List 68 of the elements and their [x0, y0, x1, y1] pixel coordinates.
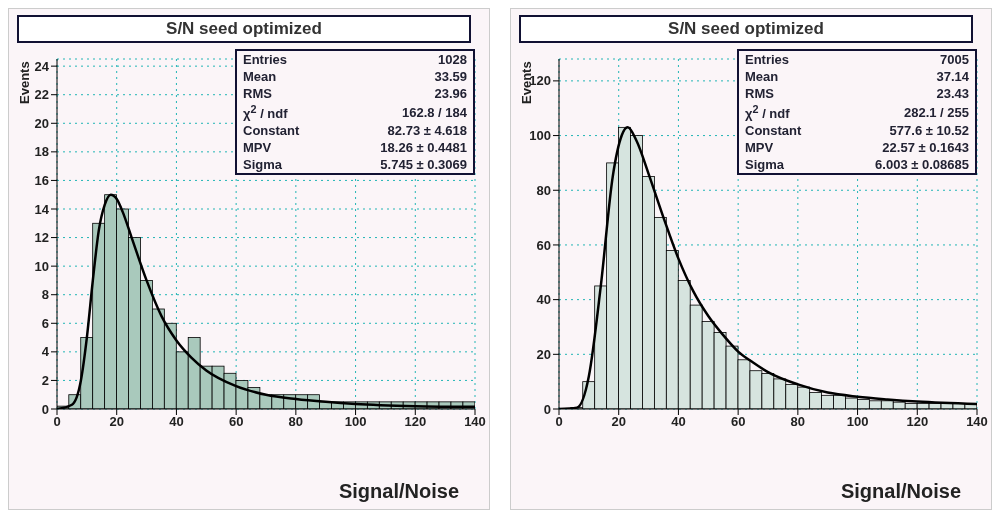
y-tick-label: 60	[536, 237, 551, 253]
x-tick-label: 0	[555, 414, 563, 430]
y-tick-label: 12	[34, 230, 49, 246]
x-tick-label: 80	[288, 414, 304, 430]
annotation: Mean	[242, 68, 278, 85]
y-tick-label: 22	[34, 87, 49, 103]
annotation: 1028	[437, 51, 468, 68]
x-tick-label: 100	[344, 414, 367, 430]
x-axis-title: Signal/Noise	[840, 480, 961, 503]
annotation: Mean	[744, 68, 780, 85]
annotation: 7005	[939, 51, 970, 68]
chart-title: S/N seed optimized	[519, 15, 973, 43]
y-tick-label: 6	[41, 315, 49, 331]
annotation: 33.59	[433, 68, 468, 85]
annotation: 18.26 ± 0.4481	[379, 139, 468, 157]
annotation: MPV	[744, 139, 775, 157]
y-tick-label: 100	[529, 128, 551, 144]
y-tick-label: 8	[41, 287, 49, 303]
annotation: χ$^{2}$ / ndf	[744, 102, 791, 123]
y-tick-label: 14	[34, 201, 50, 217]
y-tick-label: 0	[41, 401, 49, 417]
x-tick-label: 120	[906, 414, 929, 430]
y-tick-label: 4	[41, 344, 50, 360]
annotation: 23.96	[433, 85, 468, 102]
annotation: MPV	[242, 139, 273, 157]
annotation: 37.14	[935, 68, 970, 85]
x-tick-label: 140	[966, 414, 988, 430]
x-tick-label: 100	[846, 414, 869, 430]
x-tick-label: 40	[169, 414, 184, 430]
x-tick-label: 140	[464, 414, 486, 430]
x-tick-label: 40	[671, 414, 686, 430]
y-tick-label: 24	[34, 58, 50, 74]
y-tick-label: 80	[536, 182, 551, 198]
x-tick-label: 80	[790, 414, 806, 430]
x-axis-title: Signal/Noise	[338, 480, 459, 503]
x-tick-label: 60	[730, 414, 746, 430]
annotation: RMS	[242, 85, 273, 102]
annotation: Sigma	[242, 156, 283, 175]
annotation: 577.6 ± 10.52	[888, 122, 970, 140]
y-tick-label: 16	[34, 173, 49, 189]
annotation: Entries	[744, 51, 791, 68]
x-tick-label: 0	[53, 414, 61, 430]
annotation: 82.73 ± 4.618	[386, 122, 468, 140]
x-tick-label: 60	[228, 414, 244, 430]
annotation: RMS	[744, 85, 775, 102]
annotation: Sigma	[744, 156, 785, 175]
annotation: 6.003 ± 0.08685	[874, 156, 970, 175]
y-tick-label: 10	[34, 258, 49, 274]
y-tick-label: 2	[41, 373, 49, 389]
y-tick-label: 0	[543, 401, 551, 417]
annotation: Entries	[242, 51, 289, 68]
annotation: 162.8 / 184	[400, 103, 468, 122]
x-tick-label: 20	[611, 414, 626, 430]
annotation: 5.745 ± 0.3069	[379, 156, 468, 175]
y-tick-label: 20	[536, 346, 551, 362]
chart-title: S/N seed optimized	[17, 15, 471, 43]
annotation: Constant	[242, 122, 301, 140]
annotation: 23.43	[935, 85, 970, 102]
annotation: 282.1 / 255	[902, 103, 970, 122]
y-tick-label: 40	[536, 292, 551, 308]
annotation: 22.57 ± 0.1643	[881, 139, 970, 157]
y-tick-label: 18	[34, 144, 49, 160]
annotation: χ$^{2}$ / ndf	[242, 102, 289, 123]
y-axis-title: Events	[17, 61, 33, 104]
annotation: Constant	[744, 122, 803, 140]
x-tick-label: 120	[404, 414, 427, 430]
y-tick-label: 20	[34, 115, 49, 131]
x-tick-label: 20	[109, 414, 124, 430]
